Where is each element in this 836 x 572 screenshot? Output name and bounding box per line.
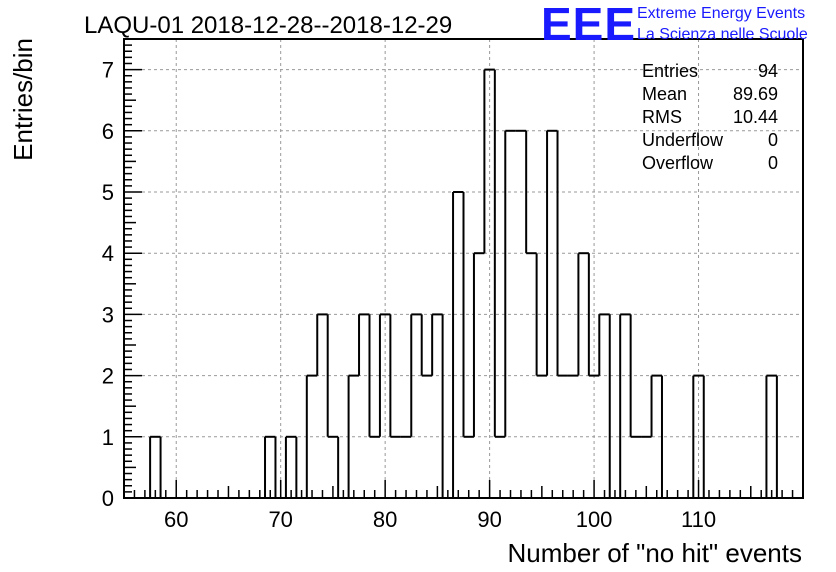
- eee-logo: EEE: [541, 0, 636, 50]
- stat-underflow-value: 0: [768, 130, 778, 150]
- stat-mean-value: 89.69: [733, 84, 778, 104]
- y-axis-ticks: 0 1 2 3 4 5 6 7: [102, 38, 142, 511]
- stat-rms-label: RMS: [642, 107, 682, 127]
- plot-frame: [123, 38, 804, 499]
- stat-entries-value: 94: [758, 61, 778, 81]
- y-axis-label: Entries/bin: [8, 38, 38, 161]
- x-axis-label: Number of "no hit" events: [508, 538, 803, 568]
- stat-overflow-value: 0: [768, 153, 778, 173]
- y-tick-label: 2: [102, 364, 114, 389]
- x-axis-ticks: 60 70 80 90 100 110: [133, 480, 794, 532]
- y-tick-label: 5: [102, 180, 114, 205]
- x-tick-label: 90: [477, 507, 501, 532]
- x-tick-label: 80: [373, 507, 397, 532]
- logo-line-1: Extreme Energy Events: [637, 5, 805, 22]
- histogram-bars: [149, 68, 778, 498]
- x-tick-label: 70: [268, 507, 292, 532]
- x-tick-label: 100: [576, 507, 613, 532]
- y-tick-label: 7: [102, 58, 114, 83]
- stats-box: Entries 94 Mean 89.69 RMS 10.44 Underflo…: [642, 61, 778, 173]
- stat-mean-label: Mean: [642, 84, 687, 104]
- grid-lines: [124, 39, 803, 498]
- y-tick-label: 6: [102, 119, 114, 144]
- x-tick-label: 60: [164, 507, 188, 532]
- logo-line-2: La Scienza nelle Scuole: [637, 26, 808, 43]
- chart-title: LAQU-01 2018-12-28--2018-12-29: [84, 12, 452, 39]
- x-tick-label: 110: [681, 507, 716, 532]
- stat-rms-value: 10.44: [733, 107, 778, 127]
- y-tick-label: 4: [102, 241, 114, 266]
- stat-entries-label: Entries: [642, 61, 698, 81]
- y-tick-label: 0: [102, 486, 114, 511]
- y-tick-label: 3: [102, 302, 114, 327]
- stat-overflow-label: Overflow: [642, 153, 714, 173]
- y-tick-label: 1: [102, 425, 114, 450]
- stat-underflow-label: Underflow: [642, 130, 724, 150]
